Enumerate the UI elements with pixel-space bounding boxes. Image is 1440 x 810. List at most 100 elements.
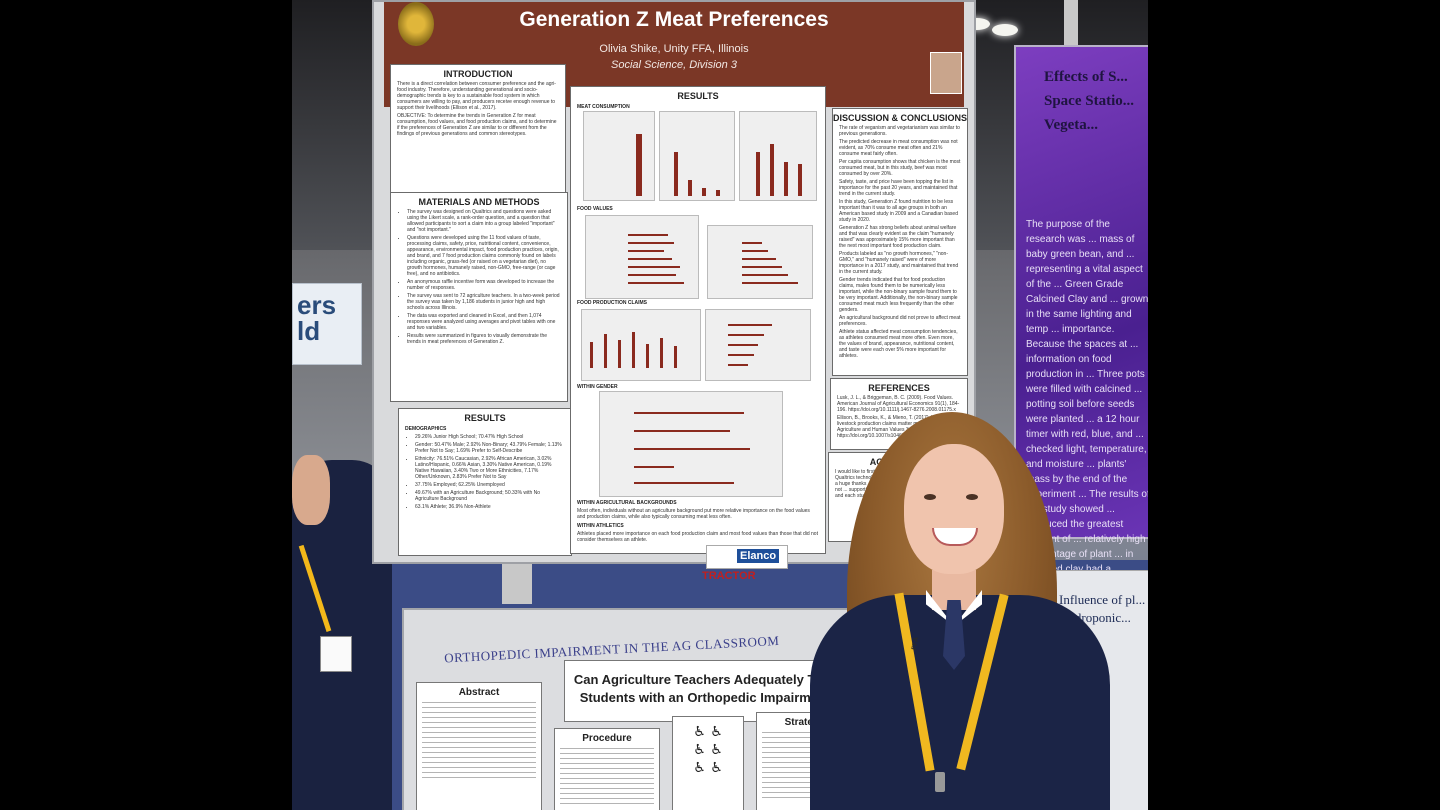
chart-bar xyxy=(646,344,649,368)
accessibility-icons: ♿ ♿ ♿ ♿ ♿ ♿ xyxy=(672,716,744,810)
chart-hbar xyxy=(728,354,754,356)
sponsor-sign-text: Elanco xyxy=(737,549,780,563)
discussion-item: Athlete status affected meat consumption… xyxy=(839,329,958,359)
section-label: MEAT CONSUMPTION xyxy=(577,104,630,110)
chart-hbar xyxy=(628,266,680,268)
methods-item: The survey was sent to 72 agriculture te… xyxy=(407,293,561,311)
tractor-sign-text: TRACTOR xyxy=(702,570,756,582)
results-charts-box: RESULTS MEAT CONSUMPTION FOOD V xyxy=(570,86,826,554)
chart-hbar xyxy=(742,282,798,284)
discussion-item: Gender trends indicated that for food pr… xyxy=(839,277,958,313)
demographics-item: 63.1% Athlete; 36.9% Non-Athlete xyxy=(415,504,565,510)
photo: ers ld Generation Z Meat Preferences Oli… xyxy=(292,0,1148,810)
meat-consumption-chart xyxy=(583,111,655,201)
claims-rank-chart xyxy=(705,309,811,381)
person-left-face xyxy=(292,455,330,525)
discussion-item: Per capita consumption shows that chicke… xyxy=(839,159,961,177)
meat-frequency-chart xyxy=(659,111,735,201)
section-label: WITHIN AGRICULTURAL BACKGROUNDS xyxy=(577,500,677,506)
introduction-text: There is a direct correlation between co… xyxy=(397,81,556,111)
demographics-item: 37.75% Employed; 62.25% Unemployed xyxy=(415,482,565,488)
section-label: WITHIN ATHLETICS xyxy=(577,523,624,529)
food-values-chart xyxy=(585,215,699,299)
athletics-text: Athletes placed more importance on each … xyxy=(577,531,818,543)
chart-hbar xyxy=(628,274,676,276)
poster-division: Social Science, Division 3 xyxy=(611,59,737,71)
methods-item: The data was exported and cleaned in Exc… xyxy=(407,313,561,331)
demographics-item: 49.67% with an Agriculture Background; 5… xyxy=(415,490,565,502)
demographics-item: Gender: 50.47% Male; 2.92% Non-Binary; 4… xyxy=(415,442,565,454)
ffa-emblem-icon xyxy=(398,2,434,46)
reference-item: Ellison, B., Brooks, K., & Mieno, T. (20… xyxy=(837,415,959,439)
chart-bar xyxy=(660,338,663,368)
discussion-box: DISCUSSION & CONCLUSIONS The rate of veg… xyxy=(832,108,968,376)
gender-chart xyxy=(599,391,783,497)
chart-hbar xyxy=(634,448,750,450)
discussion-item: An agricultural background did not prove… xyxy=(839,315,961,327)
results-center-heading: RESULTS xyxy=(677,91,719,101)
chart-hbar xyxy=(634,412,744,414)
discussion-item: Safety, taste, and price have been toppi… xyxy=(839,179,958,197)
discussion-heading: DISCUSSION & CONCLUSIONS xyxy=(833,113,968,123)
procedure-heading: Procedure xyxy=(582,733,632,744)
procedure-box: Procedure xyxy=(554,728,660,810)
discussion-item: The predicted decrease in meat consumpti… xyxy=(839,139,958,157)
chart-bar xyxy=(756,152,760,196)
discussion-item: Products labeled as "no growth hormones,… xyxy=(839,251,959,275)
strategies-heading: Strateg... xyxy=(784,717,828,728)
section-label: FOOD VALUES xyxy=(577,206,613,212)
chart-bar xyxy=(674,152,678,196)
chart-hbar xyxy=(634,430,730,432)
chart-bar xyxy=(674,346,677,368)
chart-bar xyxy=(784,162,788,196)
methods-item: Questions were developed using the 11 fo… xyxy=(407,235,561,277)
production-claims-chart xyxy=(581,309,701,381)
pole xyxy=(502,560,532,604)
chart-bar xyxy=(618,340,621,368)
lanyard-clip xyxy=(935,772,945,792)
chart-hbar xyxy=(742,266,782,268)
chart-bar xyxy=(636,134,642,196)
chart-bar xyxy=(604,334,607,368)
objective-text: OBJECTIVE: To determine the trends in Ge… xyxy=(397,113,557,137)
results-demographics-box: RESULTS DEMOGRAPHICS 29.26% Junior High … xyxy=(398,408,572,556)
methods-item: An anonymous raffle incentive form was d… xyxy=(407,279,561,291)
chart-hbar xyxy=(728,344,758,346)
results-heading: RESULTS xyxy=(464,413,506,423)
abstract-text-lines xyxy=(422,702,536,782)
most-consumed-chart xyxy=(739,111,817,201)
methods-heading: MATERIALS AND METHODS xyxy=(418,197,540,207)
booth-sign: ers ld xyxy=(292,283,362,365)
chart-bar xyxy=(702,188,706,196)
chart-hbar xyxy=(634,482,734,484)
chart-bar xyxy=(632,332,635,368)
procedure-text-lines xyxy=(560,748,654,808)
demographics-subheading: DEMOGRAPHICS xyxy=(405,426,447,432)
demographics-item: 29.26% Junior High School; 70.47% High S… xyxy=(415,434,565,440)
right-poster-title: Effects of S... Space Statio... Vegeta..… xyxy=(1044,69,1134,133)
demographics-item: Ethnicity: 76.51% Caucasian, 2.92% Afric… xyxy=(415,456,565,480)
chart-hbar xyxy=(742,242,762,244)
reference-item: Lusk, J. L., & Briggeman, B. C. (2009). … xyxy=(837,395,960,413)
girl-eye xyxy=(966,494,978,500)
chart-bar xyxy=(716,190,720,196)
methods-item: The survey was designed on Qualtrics and… xyxy=(407,209,561,233)
introduction-heading: INTRODUCTION xyxy=(443,69,513,79)
ag-athletics-section: WITHIN AGRICULTURAL BACKGROUNDS Most oft… xyxy=(571,497,825,545)
chart-bar xyxy=(688,180,692,196)
chart-hbar xyxy=(742,274,788,276)
lower-poster: ORTHOPEDIC IMPAIRMENT IN THE AG CLASSROO… xyxy=(402,608,856,810)
ag-background-text: Most often, individuals without an agric… xyxy=(577,508,810,520)
chart-hbar xyxy=(628,242,674,244)
booth-sign-text: ers ld xyxy=(297,290,337,346)
introduction-box: INTRODUCTION There is a direct correlati… xyxy=(390,64,566,194)
chart-hbar xyxy=(728,364,748,366)
abstract-box: Abstract xyxy=(416,682,542,810)
chart-hbar xyxy=(728,334,764,336)
methods-box: MATERIALS AND METHODS The survey was des… xyxy=(390,192,568,402)
chart-hbar xyxy=(628,282,684,284)
section-label: FOOD PRODUCTION CLAIMS xyxy=(577,300,647,306)
food-values-rank-chart xyxy=(707,225,813,299)
sponsor-sign: Elanco xyxy=(706,545,788,569)
